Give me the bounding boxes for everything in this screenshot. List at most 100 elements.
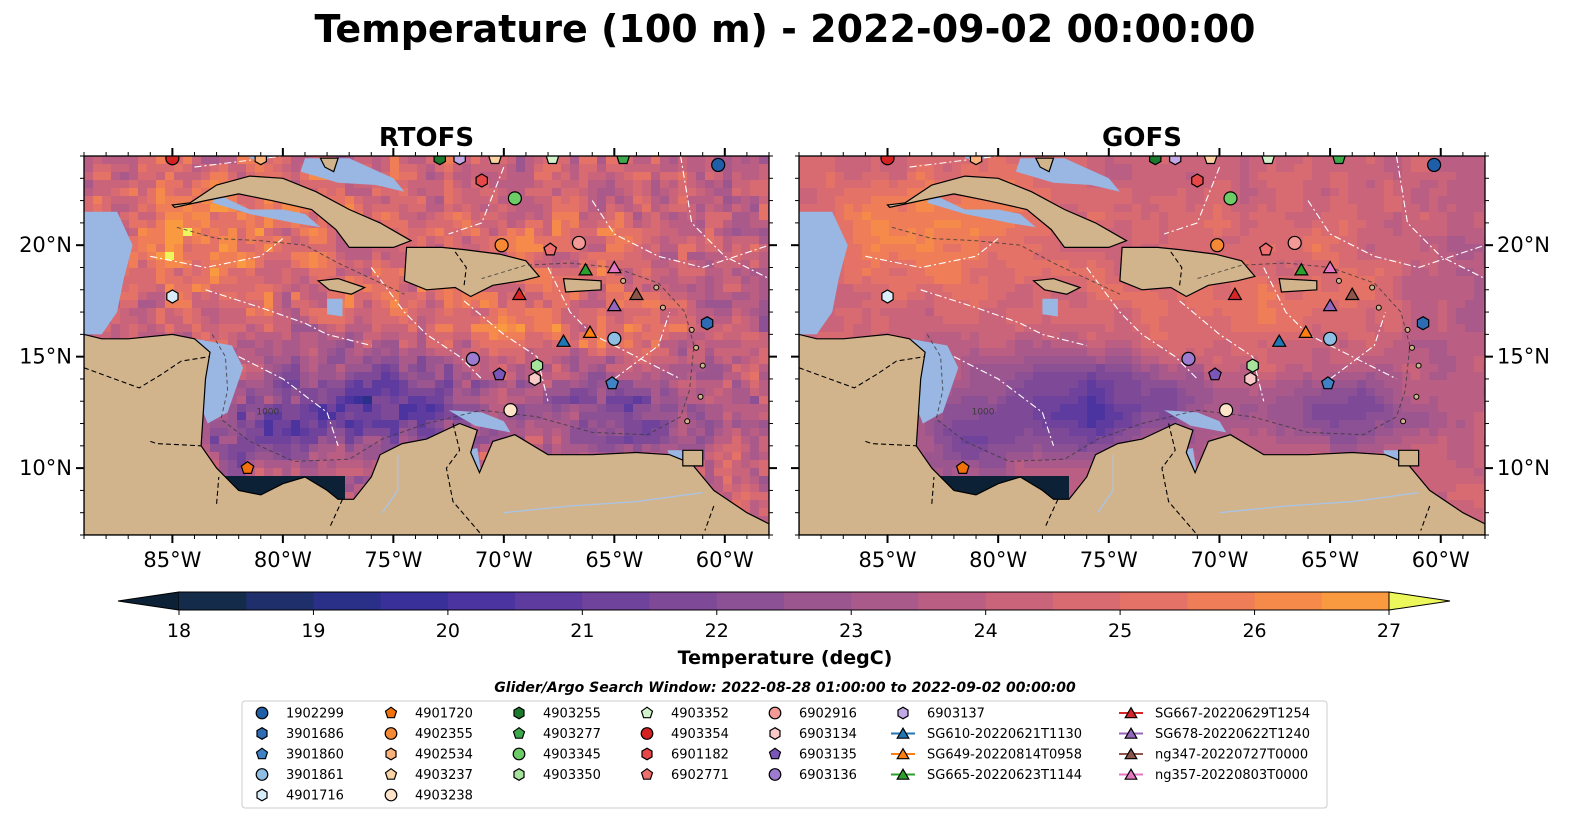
marker-4902355 <box>1210 238 1225 253</box>
panel-title: GOFS <box>1102 123 1182 153</box>
marker-6903137 <box>453 156 466 166</box>
legend-marker-ng357-20220803T0000 <box>1124 768 1138 780</box>
marker-4901716 <box>881 289 894 304</box>
country-border <box>865 440 917 447</box>
x-tick-label: 70°W <box>1190 548 1248 572</box>
map-panel-rtofs: 1000 RTOFS 85°W 80°W 75°W 70°W 65°W 60°W 10°N 15°… <box>19 123 777 572</box>
legend-label: 6903134 <box>799 727 857 742</box>
colorbar-extend-min <box>117 591 180 611</box>
colorbar-segment <box>1254 592 1323 610</box>
island-1 <box>693 344 700 351</box>
colorbar-tick-label: 19 <box>301 620 325 642</box>
legend-marker-6903136 <box>768 768 782 781</box>
marker-1902299 <box>1427 157 1442 173</box>
legend-marker-4903237 <box>384 767 398 780</box>
marker-4902534 <box>254 156 267 166</box>
shallow-water-yucatan <box>799 211 848 335</box>
legend-marker-SG678-20220622T1240 <box>1124 727 1138 739</box>
legend-label: 3901686 <box>286 727 344 742</box>
map-panel-gofs: 1000 GOFS 85°W 80°W 75°W 70°W 65°W 60°W 10°N 15°N… <box>791 123 1550 572</box>
figure-title: Temperature (100 m) - 2022-09-02 00:00:0… <box>314 7 1255 51</box>
observation-markers <box>165 156 726 474</box>
eez-boundary <box>370 267 483 380</box>
legend-label: 6902771 <box>671 768 729 783</box>
isobath-1000 <box>926 262 1411 462</box>
legend-marker-3901861 <box>255 768 269 781</box>
river <box>503 491 703 514</box>
colorbar-tick-label: 20 <box>436 620 460 642</box>
x-tick-label: 80°W <box>969 548 1027 572</box>
legend-marker-4903277 <box>512 726 526 739</box>
legend-marker-4903345 <box>512 747 526 761</box>
land-bahamas1 <box>1034 157 1055 173</box>
legend-label: ng357-20220803T0000 <box>1155 768 1308 783</box>
legend-marker-4903352 <box>640 706 654 719</box>
shallow-water-cubasouth <box>212 193 321 228</box>
isobath-1000 <box>891 226 1121 295</box>
country-border <box>84 356 211 389</box>
x-tick-label: 80°W <box>254 548 312 572</box>
marker-3901861 <box>1322 331 1338 346</box>
country-border <box>216 476 220 504</box>
legend-label: 4901716 <box>286 789 344 804</box>
legend-marker-SG665-20220623T1144 <box>896 768 910 780</box>
legend-marker-6902916 <box>768 706 782 720</box>
island-1 <box>1408 344 1415 351</box>
y-tick-label: 10°N <box>19 456 72 480</box>
marker-3901860 <box>605 376 620 390</box>
legend-label: 1902299 <box>286 707 344 722</box>
shallow-water-pedro <box>327 298 343 317</box>
eez-boundary <box>920 289 1087 347</box>
legend-label: 4903238 <box>415 789 473 804</box>
isobath-label: 1000 <box>256 408 279 418</box>
marker-4903238 <box>1218 403 1234 418</box>
eez-boundary <box>463 300 549 402</box>
marker-SG665-20220623T1144 <box>1293 262 1309 276</box>
marker-6903134 <box>528 371 542 387</box>
marker-SG649-20220814T0958 <box>582 324 598 338</box>
legend-marker-SG649-20220814T0958 <box>896 747 910 760</box>
legend-marker-6903134 <box>769 727 781 740</box>
country-border <box>1161 423 1198 535</box>
legend-marker-6903135 <box>768 747 782 760</box>
legend-marker-3901860 <box>255 747 269 760</box>
eez-boundary <box>591 200 769 269</box>
legend-label: 6903135 <box>799 748 857 763</box>
marker-SG678-20220622T1240 <box>606 298 622 312</box>
eez-boundary <box>238 356 339 446</box>
legend-label: 4901720 <box>415 707 473 722</box>
shallow-water-yucatan <box>84 211 133 335</box>
marker-6901182 <box>475 173 488 188</box>
colorbar-segment <box>1120 592 1188 610</box>
island-2 <box>1415 362 1422 369</box>
land-hispaniola <box>1119 246 1256 298</box>
legend-label: 4903354 <box>671 727 729 742</box>
eez-boundary <box>680 156 769 280</box>
marker-4903345 <box>507 191 522 206</box>
legend-label: 4903350 <box>543 768 601 783</box>
colorbar-tick-label: 26 <box>1242 620 1266 642</box>
marker-4903255 <box>433 156 446 166</box>
x-tick-label: 60°W <box>696 548 754 572</box>
shallow-water-cubasouth <box>927 193 1036 228</box>
marker-6903135 <box>1208 367 1222 381</box>
marker-4903237 <box>488 156 502 165</box>
colorbar-segment <box>447 592 516 610</box>
x-tick-label: 70°W <box>475 548 533 572</box>
colorbar-segment <box>582 592 651 610</box>
marker-4903350 <box>1246 358 1259 373</box>
isobath-1000 <box>211 262 695 462</box>
eez-boundary <box>953 356 1055 446</box>
legend-marker-SG610-20220621T1130 <box>896 727 910 739</box>
legend-box <box>241 700 1328 809</box>
marker-4903237 <box>1203 156 1218 165</box>
colorbar-segment <box>716 592 785 610</box>
colorbar-tick-label: 23 <box>839 620 863 642</box>
legend-label: SG665-20220623T1144 <box>927 768 1082 783</box>
colorbar-segment <box>380 592 449 610</box>
colorbar-tick-label: 21 <box>570 620 594 642</box>
country-border <box>328 499 344 529</box>
marker-6903137 <box>1168 156 1182 166</box>
marker-4903277 <box>616 156 630 165</box>
